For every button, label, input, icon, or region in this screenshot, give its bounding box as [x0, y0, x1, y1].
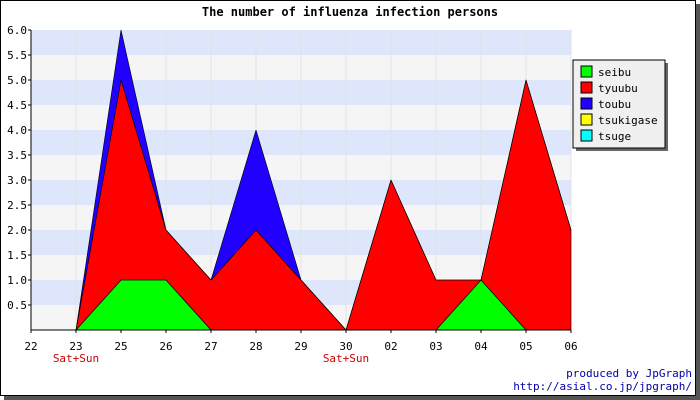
x-tick-label: 04 [474, 340, 488, 353]
legend-swatch-tsukigase [580, 113, 593, 126]
y-tick-label: 4.5 [7, 99, 27, 112]
legend-label-tsukigase: tsukigase [598, 114, 658, 127]
x-sublabel: Sat+Sun [53, 352, 99, 365]
y-tick-label: 3.0 [7, 174, 27, 187]
x-tick-label: 23 [69, 340, 82, 353]
y-tick-label: 3.5 [7, 149, 27, 162]
y-tick-label: 5.0 [7, 74, 27, 87]
x-tick-label: 26 [159, 340, 172, 353]
legend-swatch-tsuge [580, 129, 593, 142]
x-tick-label: 06 [564, 340, 577, 353]
y-tick-label: 0.5 [7, 299, 27, 312]
x-tick-label: 03 [429, 340, 442, 353]
credit-line-1: produced by JpGraph [566, 367, 692, 380]
legend-swatch-tyuubu [580, 81, 593, 94]
x-tick-label: 25 [114, 340, 127, 353]
y-tick-label: 1.0 [7, 274, 27, 287]
y-tick-label: 2.5 [7, 199, 27, 212]
legend: seibu tyuubu toubu tsukigase tsuge [572, 59, 668, 151]
legend-label-tsuge: tsuge [598, 130, 631, 143]
x-tick-label: 30 [339, 340, 352, 353]
legend-swatch-seibu [580, 65, 593, 78]
x-sublabel: Sat+Sun [323, 352, 369, 365]
y-tick-label: 1.5 [7, 249, 27, 262]
chart-title: The number of influenza infection person… [202, 5, 498, 19]
y-tick-label: 2.0 [7, 224, 27, 237]
legend-label-tyuubu: tyuubu [598, 82, 638, 95]
x-tick-label: 05 [519, 340, 532, 353]
y-tick-label: 6.0 [7, 24, 27, 37]
y-tick-labels: 6.0 5.5 5.0 4.5 4.0 3.5 3.0 2.5 2.0 1.5 1.0 0.5 [7, 24, 31, 312]
legend-swatch-toubu [580, 97, 593, 110]
y-tick-label: 5.5 [7, 49, 27, 62]
y-tick-label: 4.0 [7, 124, 27, 137]
x-tick-label: 22 [24, 340, 37, 353]
x-tick-label: 29 [294, 340, 307, 353]
legend-label-seibu: seibu [598, 66, 631, 79]
x-tick-label: 28 [249, 340, 262, 353]
area-toubu [30, 29, 572, 331]
credit-link[interactable]: http://asial.co.jp/jpgraph/ [513, 380, 692, 393]
legend-label-toubu: toubu [598, 98, 631, 111]
x-tick-label: 27 [204, 340, 217, 353]
x-tick-label: 02 [384, 340, 397, 353]
